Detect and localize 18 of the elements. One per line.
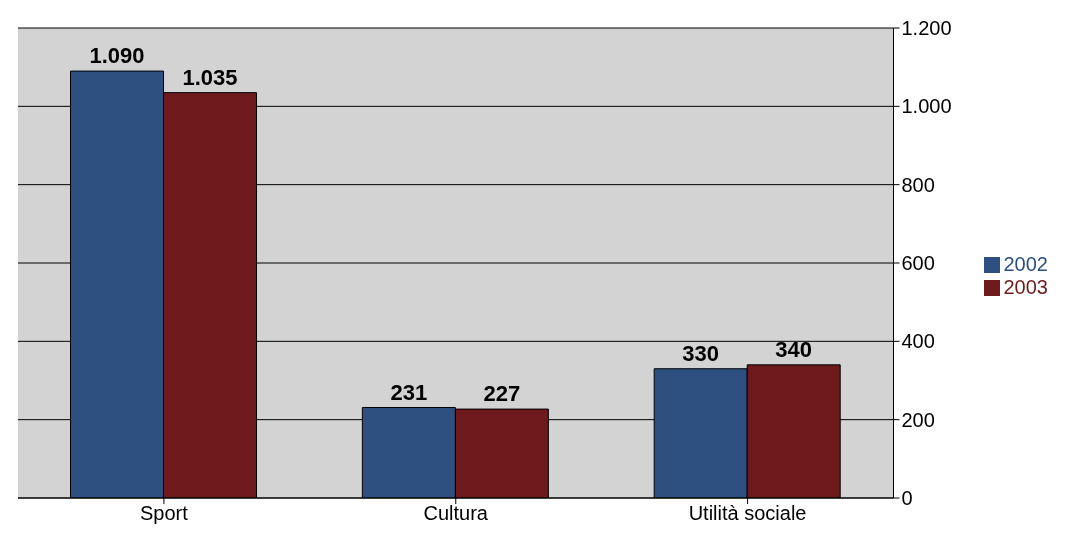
x-tick-label: Cultura [423,502,489,525]
y-tick-label: 400 [901,330,935,353]
y-tick-label: 200 [901,408,935,431]
y-tick-label: 800 [901,173,935,196]
legend-label: 2002 [1003,252,1048,275]
y-tick-label: 0 [901,487,913,510]
y-tick-label: 1.000 [901,95,952,118]
data-label: 340 [775,336,813,362]
y-tick-label: 1.200 [901,17,952,40]
data-label: 1.090 [89,43,145,69]
data-label: 330 [682,340,720,366]
legend-label: 2003 [1003,275,1048,298]
data-label: 227 [483,381,521,407]
y-tick-label: 600 [901,252,935,275]
data-label: 1.035 [182,64,238,90]
x-tick-label: Sport [140,502,189,525]
x-tick-label: Utilità sociale [688,502,807,525]
data-label: 231 [390,379,428,405]
